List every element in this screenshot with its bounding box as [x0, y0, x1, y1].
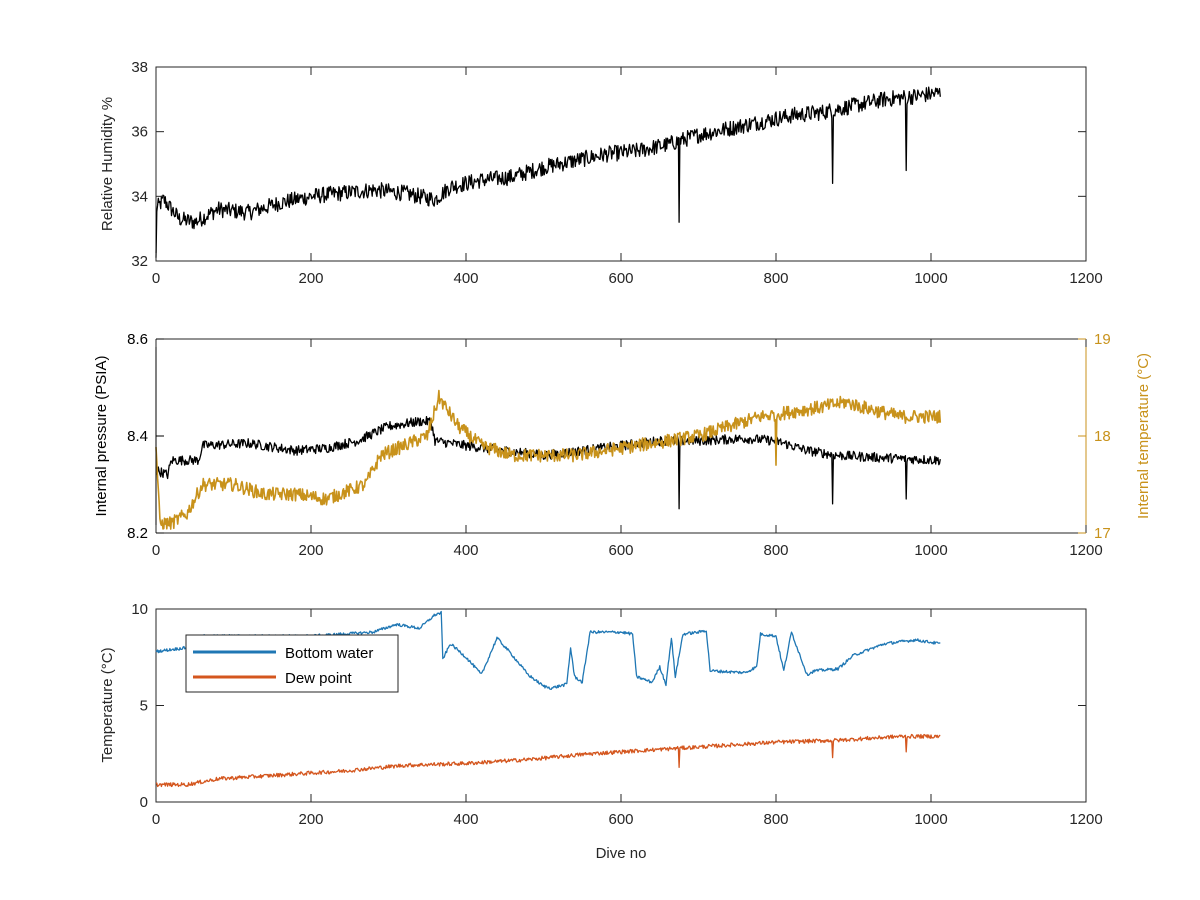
temperature-y-ticks-right: 17 18 19 [1078, 331, 1111, 542]
x-tick-label: 800 [763, 270, 788, 287]
x-tick-label: 600 [608, 270, 633, 287]
pressure-series-group [155, 389, 942, 530]
x-tick-label: 0 [152, 270, 160, 287]
pressure-y-axis-label: Internal pressure (PSIA) [93, 356, 110, 517]
x-tick-label: 600 [608, 811, 633, 828]
x-tick-label: 0 [152, 542, 160, 559]
x-tick-label: 800 [763, 811, 788, 828]
series-line-0-0 [155, 86, 941, 258]
y-right-tick-label: 18 [1094, 428, 1111, 445]
x-tick-label: 200 [298, 811, 323, 828]
humidity-panel: 0 200 400 600 800 1000 1200 32 34 36 38 Relative … [99, 59, 1103, 287]
humidity-x-ticks: 0 200 400 600 800 1000 1200 [152, 67, 1103, 287]
x-tick-label: 1000 [914, 270, 947, 287]
x-tick-label: 1200 [1069, 542, 1102, 559]
temperature-y-ticks: 0 5 10 [131, 601, 1086, 811]
y-tick-label: 5 [140, 698, 148, 715]
series-line-1-1 [155, 389, 942, 530]
y-tick-label: 8.2 [127, 525, 148, 542]
x-tick-label: 1000 [914, 811, 947, 828]
legend: Bottom water Dew point [185, 634, 399, 693]
legend-label-bottom-water: Bottom water [285, 645, 373, 662]
x-tick-label: 400 [453, 270, 478, 287]
humidity-plot-area [155, 66, 1087, 262]
temperature-y-axis-label: Temperature (°C) [99, 647, 116, 762]
x-tick-label: 800 [763, 542, 788, 559]
legend-box [185, 634, 399, 693]
x-tick-label: 200 [298, 270, 323, 287]
x-tick-label: 1000 [914, 542, 947, 559]
x-tick-label: 400 [453, 542, 478, 559]
y-tick-label: 34 [131, 188, 148, 205]
y-tick-label: 8.4 [127, 428, 148, 445]
y-tick-label: 38 [131, 59, 148, 76]
y-tick-label: 32 [131, 253, 148, 270]
temperature-right-axis-label: Internal temperature (°C) [1135, 353, 1152, 519]
x-tick-label: 1200 [1069, 270, 1102, 287]
x-tick-label: 1200 [1069, 811, 1102, 828]
series-line-2-1 [155, 733, 941, 788]
x-tick-label: 0 [152, 811, 160, 828]
pressure-x-ticks: 0 200 400 600 800 1000 1200 [152, 339, 1103, 559]
humidity-y-ticks: 32 34 36 38 [131, 59, 1086, 270]
humidity-series-group [155, 86, 941, 258]
y-tick-label: 0 [140, 794, 148, 811]
y-tick-label: 10 [131, 601, 148, 618]
pressure-y-ticks: 8.2 8.4 8.6 [127, 331, 164, 542]
humidity-y-axis-label: Relative Humidity % [99, 97, 116, 231]
pressure-panel: 0 200 400 600 800 1000 1200 8.2 8.4 8.6 17 18 19 I… [93, 331, 1152, 559]
x-tick-label: 400 [453, 811, 478, 828]
temperature-panel: 0 200 400 600 800 1000 1200 0 5 10 Temperature (… [99, 601, 1103, 862]
y-tick-label: 36 [131, 124, 148, 141]
legend-label-dew-point: Dew point [285, 670, 353, 687]
y-tick-label: 8.6 [127, 331, 148, 348]
x-tick-label: 200 [298, 542, 323, 559]
y-right-tick-label: 19 [1094, 331, 1111, 348]
y-right-tick-label: 17 [1094, 525, 1111, 542]
temperature-x-ticks: 0 200 400 600 800 1000 1200 [152, 609, 1103, 828]
x-axis-label: Dive no [596, 845, 647, 862]
x-tick-label: 600 [608, 542, 633, 559]
pressure-plot-area [156, 339, 1086, 533]
